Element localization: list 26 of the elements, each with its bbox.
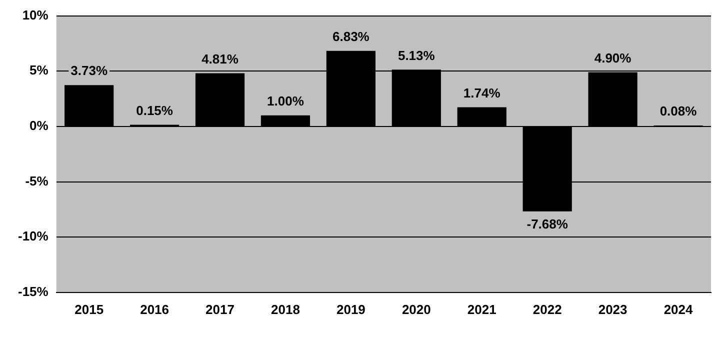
y-tick-label: 10% [22, 7, 49, 22]
x-tick-label: 2019 [336, 302, 366, 317]
y-tick-label: -10% [18, 228, 49, 244]
x-tick-label: 2021 [467, 302, 496, 317]
x-tick-label: 2017 [206, 302, 234, 317]
data-label: 6.83% [332, 28, 370, 44]
y-tick-label: 0% [30, 118, 49, 134]
y-tick-label: -15% [18, 284, 49, 299]
data-label: 1.00% [267, 93, 304, 108]
data-label: 4.81% [202, 51, 239, 66]
x-tick-label: 2024 [664, 302, 694, 317]
data-label: 5.13% [398, 48, 436, 63]
x-tick-label: 2020 [402, 302, 431, 317]
x-tick-label: 2015 [74, 302, 104, 317]
x-tick-label: 2022 [532, 302, 562, 317]
data-label: 0.08% [660, 104, 698, 119]
y-tick-label: 5% [30, 62, 49, 78]
data-label: -7.68% [526, 216, 568, 232]
data-label: 3.73% [70, 63, 108, 78]
x-tick-label: 2018 [271, 302, 300, 317]
data-label: 1.74% [463, 85, 501, 100]
x-tick-label: 2016 [140, 302, 170, 317]
x-tick-label: 2023 [598, 302, 628, 317]
data-label: 4.90% [594, 50, 632, 66]
y-tick-label: -5% [25, 173, 49, 188]
data-label: 0.15% [136, 102, 174, 118]
